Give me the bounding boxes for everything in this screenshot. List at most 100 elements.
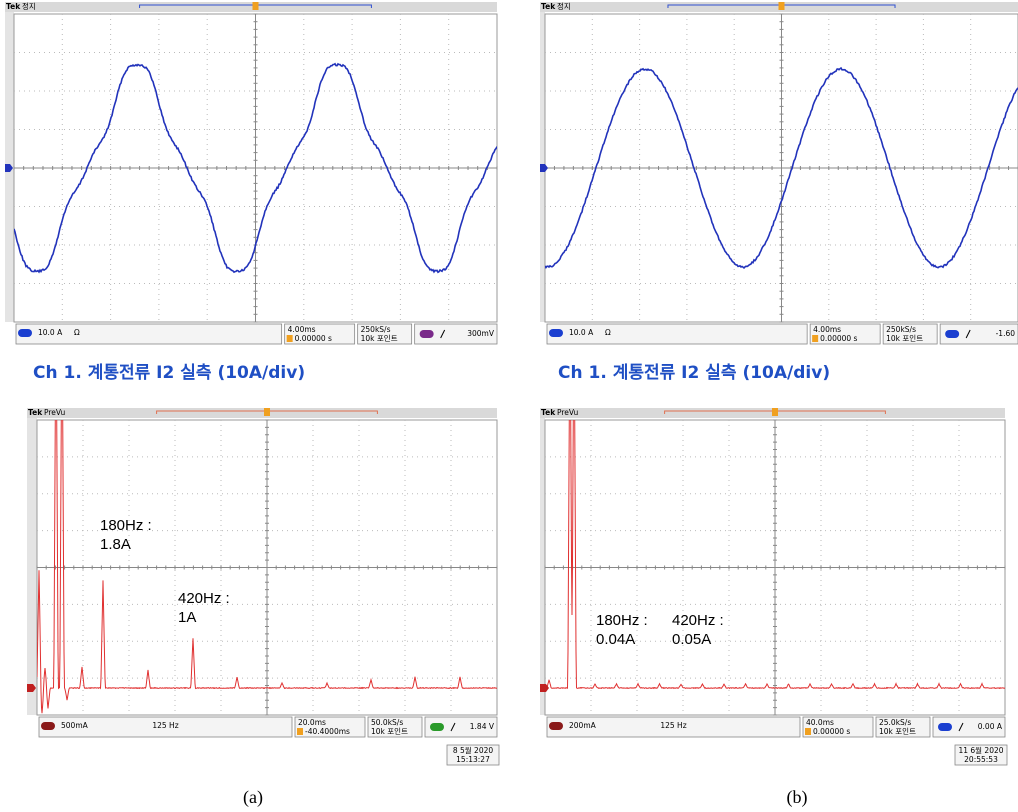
trigger-slope xyxy=(440,329,446,339)
time: 20:55:53 xyxy=(964,755,998,764)
status-box xyxy=(414,323,498,345)
scope-mode: PreVu xyxy=(557,408,579,417)
trigger-position: 0.00000 s xyxy=(295,334,332,343)
channel-badge xyxy=(41,722,55,730)
date: 11 6월 2020 xyxy=(958,745,1003,755)
channel-badge xyxy=(549,722,563,730)
status-box xyxy=(284,323,356,345)
status-box xyxy=(294,716,366,738)
trigger-badge xyxy=(419,330,434,338)
caption: Ch 1. 계통전류 I2 실측 (10A/div) xyxy=(33,363,305,383)
channel-unit: Ω xyxy=(605,328,611,337)
record-length: 10k 포인트 xyxy=(886,333,923,343)
timebase: 4.00ms xyxy=(813,325,841,334)
timebase: 40.0ms xyxy=(806,718,834,727)
record-length: 10k 포인트 xyxy=(361,333,398,343)
annotation: 0.04A xyxy=(596,631,635,648)
record-length: 10k 포인트 xyxy=(371,726,408,736)
trigger-badge xyxy=(938,723,952,731)
status-box xyxy=(809,323,881,345)
scope-mode: 정지 xyxy=(22,1,36,11)
channel-badge xyxy=(18,329,32,337)
trigger-icon xyxy=(297,728,303,735)
spectrum-trace xyxy=(545,420,1005,690)
status-box xyxy=(939,323,1018,345)
scope-mode: 정지 xyxy=(557,1,571,11)
sample-rate: 250kS/s xyxy=(361,325,391,334)
scope-brand: Tek xyxy=(541,408,556,417)
annotation: 0.05A xyxy=(672,631,711,648)
scope-mode: PreVu xyxy=(44,408,66,417)
scope-brand: Tek xyxy=(6,2,21,11)
annotation: 1.8A xyxy=(100,536,131,553)
trigger-badge xyxy=(945,330,960,338)
sample-rate: 250kS/s xyxy=(886,325,916,334)
channel-marker xyxy=(5,164,13,172)
spectrum-trace xyxy=(37,420,497,714)
trigger-badge xyxy=(430,723,444,731)
trigger-level: 300mV xyxy=(467,329,495,338)
trigger-slope xyxy=(450,722,456,732)
scope-brand: Tek xyxy=(541,2,556,11)
channel-badge xyxy=(549,329,563,337)
channel-unit: Ω xyxy=(74,328,80,337)
trigger-position: 0.00000 s xyxy=(820,334,857,343)
waveform-trace xyxy=(14,62,497,274)
timebase: 4.00ms xyxy=(288,325,316,334)
trigger-slope xyxy=(958,722,964,732)
trigger-position: 0.00000 s xyxy=(813,727,850,736)
scope-side-bar xyxy=(540,418,545,715)
annotation: 1A xyxy=(178,609,196,626)
channel-marker xyxy=(27,684,36,692)
status-box xyxy=(357,323,413,345)
channel-scale: 10.0 A xyxy=(38,328,63,337)
sample-rate: 25.0kS/s xyxy=(879,718,911,727)
sample-rate: 50.0kS/s xyxy=(371,718,403,727)
scope-brand: Tek xyxy=(28,408,43,417)
channel-scale: 200mA xyxy=(569,721,597,730)
trigger-icon xyxy=(286,335,293,342)
caption: Ch 1. 계통전류 I2 실측 (10A/div) xyxy=(558,363,830,383)
status-box xyxy=(367,716,423,738)
panel-label: (b) xyxy=(787,787,808,808)
trigger-level: 1.84 V xyxy=(470,722,495,731)
status-box xyxy=(546,716,801,738)
trigger-slope xyxy=(965,329,971,339)
status-box xyxy=(932,716,1006,738)
trigger-marker xyxy=(772,408,778,416)
trigger-level: -1.60 xyxy=(996,329,1016,338)
channel-scale: 500mA xyxy=(61,721,89,730)
timebase: 20.0ms xyxy=(298,718,326,727)
annotation: 420Hz : xyxy=(178,590,230,607)
scope-top-bar xyxy=(27,408,497,418)
status-box xyxy=(546,323,808,345)
annotation: 180Hz : xyxy=(596,612,648,629)
channel-scale: 10.0 A xyxy=(569,328,594,337)
date-box xyxy=(446,744,500,766)
trigger-marker xyxy=(778,2,785,10)
trigger-marker xyxy=(264,408,270,416)
trigger-marker xyxy=(252,2,259,10)
time: 15:13:27 xyxy=(456,755,490,764)
record-length: 10k 포인트 xyxy=(879,726,916,736)
trigger-level: 0.00 A xyxy=(978,722,1003,731)
scope-top-bar xyxy=(5,2,497,12)
status-box xyxy=(424,716,498,738)
status-box xyxy=(15,323,283,345)
date-box xyxy=(954,744,1008,766)
channel-marker xyxy=(540,164,548,172)
status-box xyxy=(875,716,931,738)
center-frequency: 125 Hz xyxy=(152,721,178,730)
waveform-trace xyxy=(545,66,1018,269)
center-frequency: 125 Hz xyxy=(660,721,686,730)
status-box xyxy=(38,716,293,738)
trigger-icon xyxy=(805,728,811,735)
annotation: 180Hz : xyxy=(100,517,152,534)
panel-label: (a) xyxy=(243,787,263,808)
trigger-position: -40.4000ms xyxy=(305,727,350,736)
status-box xyxy=(802,716,874,738)
scope-side-bar xyxy=(27,418,37,715)
trigger-icon xyxy=(812,335,819,342)
annotation: 420Hz : xyxy=(672,612,724,629)
